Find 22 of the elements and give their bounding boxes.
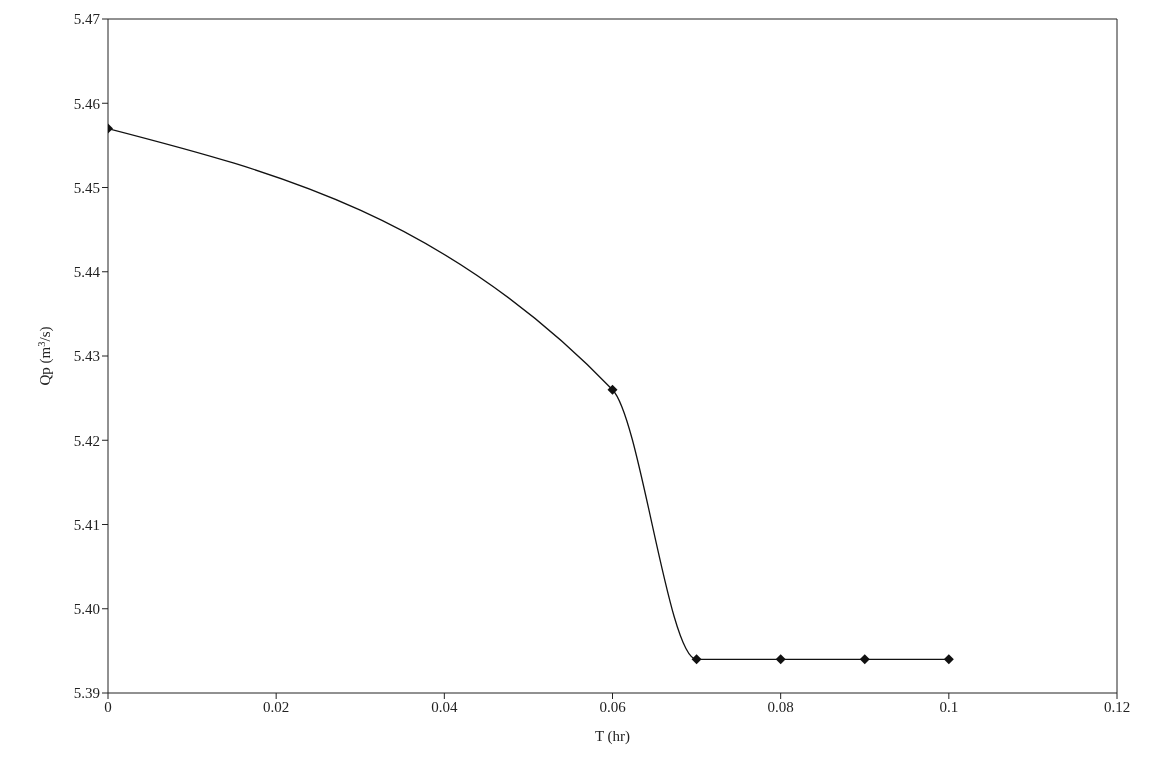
point: [607, 384, 618, 395]
x-tick-label: 0.08: [767, 698, 794, 715]
x-axis-title: T (hr): [594, 728, 631, 745]
y-tick-label: 5.43: [73, 348, 100, 365]
x-tick-label: 0.12: [1103, 698, 1131, 715]
y-tick-label: 5.39: [73, 685, 100, 702]
point: [943, 654, 954, 665]
x-tick-label: 0: [104, 698, 112, 715]
y-tick-label: 5.44: [73, 264, 101, 281]
x-tick-label: 0.04: [431, 698, 458, 715]
point: [775, 654, 786, 665]
y-tick-label: 5.40: [73, 601, 100, 618]
point: [691, 654, 702, 665]
y-tick-label: 5.41: [73, 516, 100, 533]
y-tick-label: 5.47: [73, 11, 101, 28]
x-tick-label: 0.02: [263, 698, 290, 715]
y-tick-label: 5.46: [73, 95, 101, 112]
y-tick-label: 5.42: [73, 432, 100, 449]
y-tick-label: 5.45: [73, 179, 100, 196]
x-tick-label: 0.06: [599, 698, 627, 715]
point: [859, 654, 870, 665]
x-tick-label: 0.1: [939, 698, 959, 715]
